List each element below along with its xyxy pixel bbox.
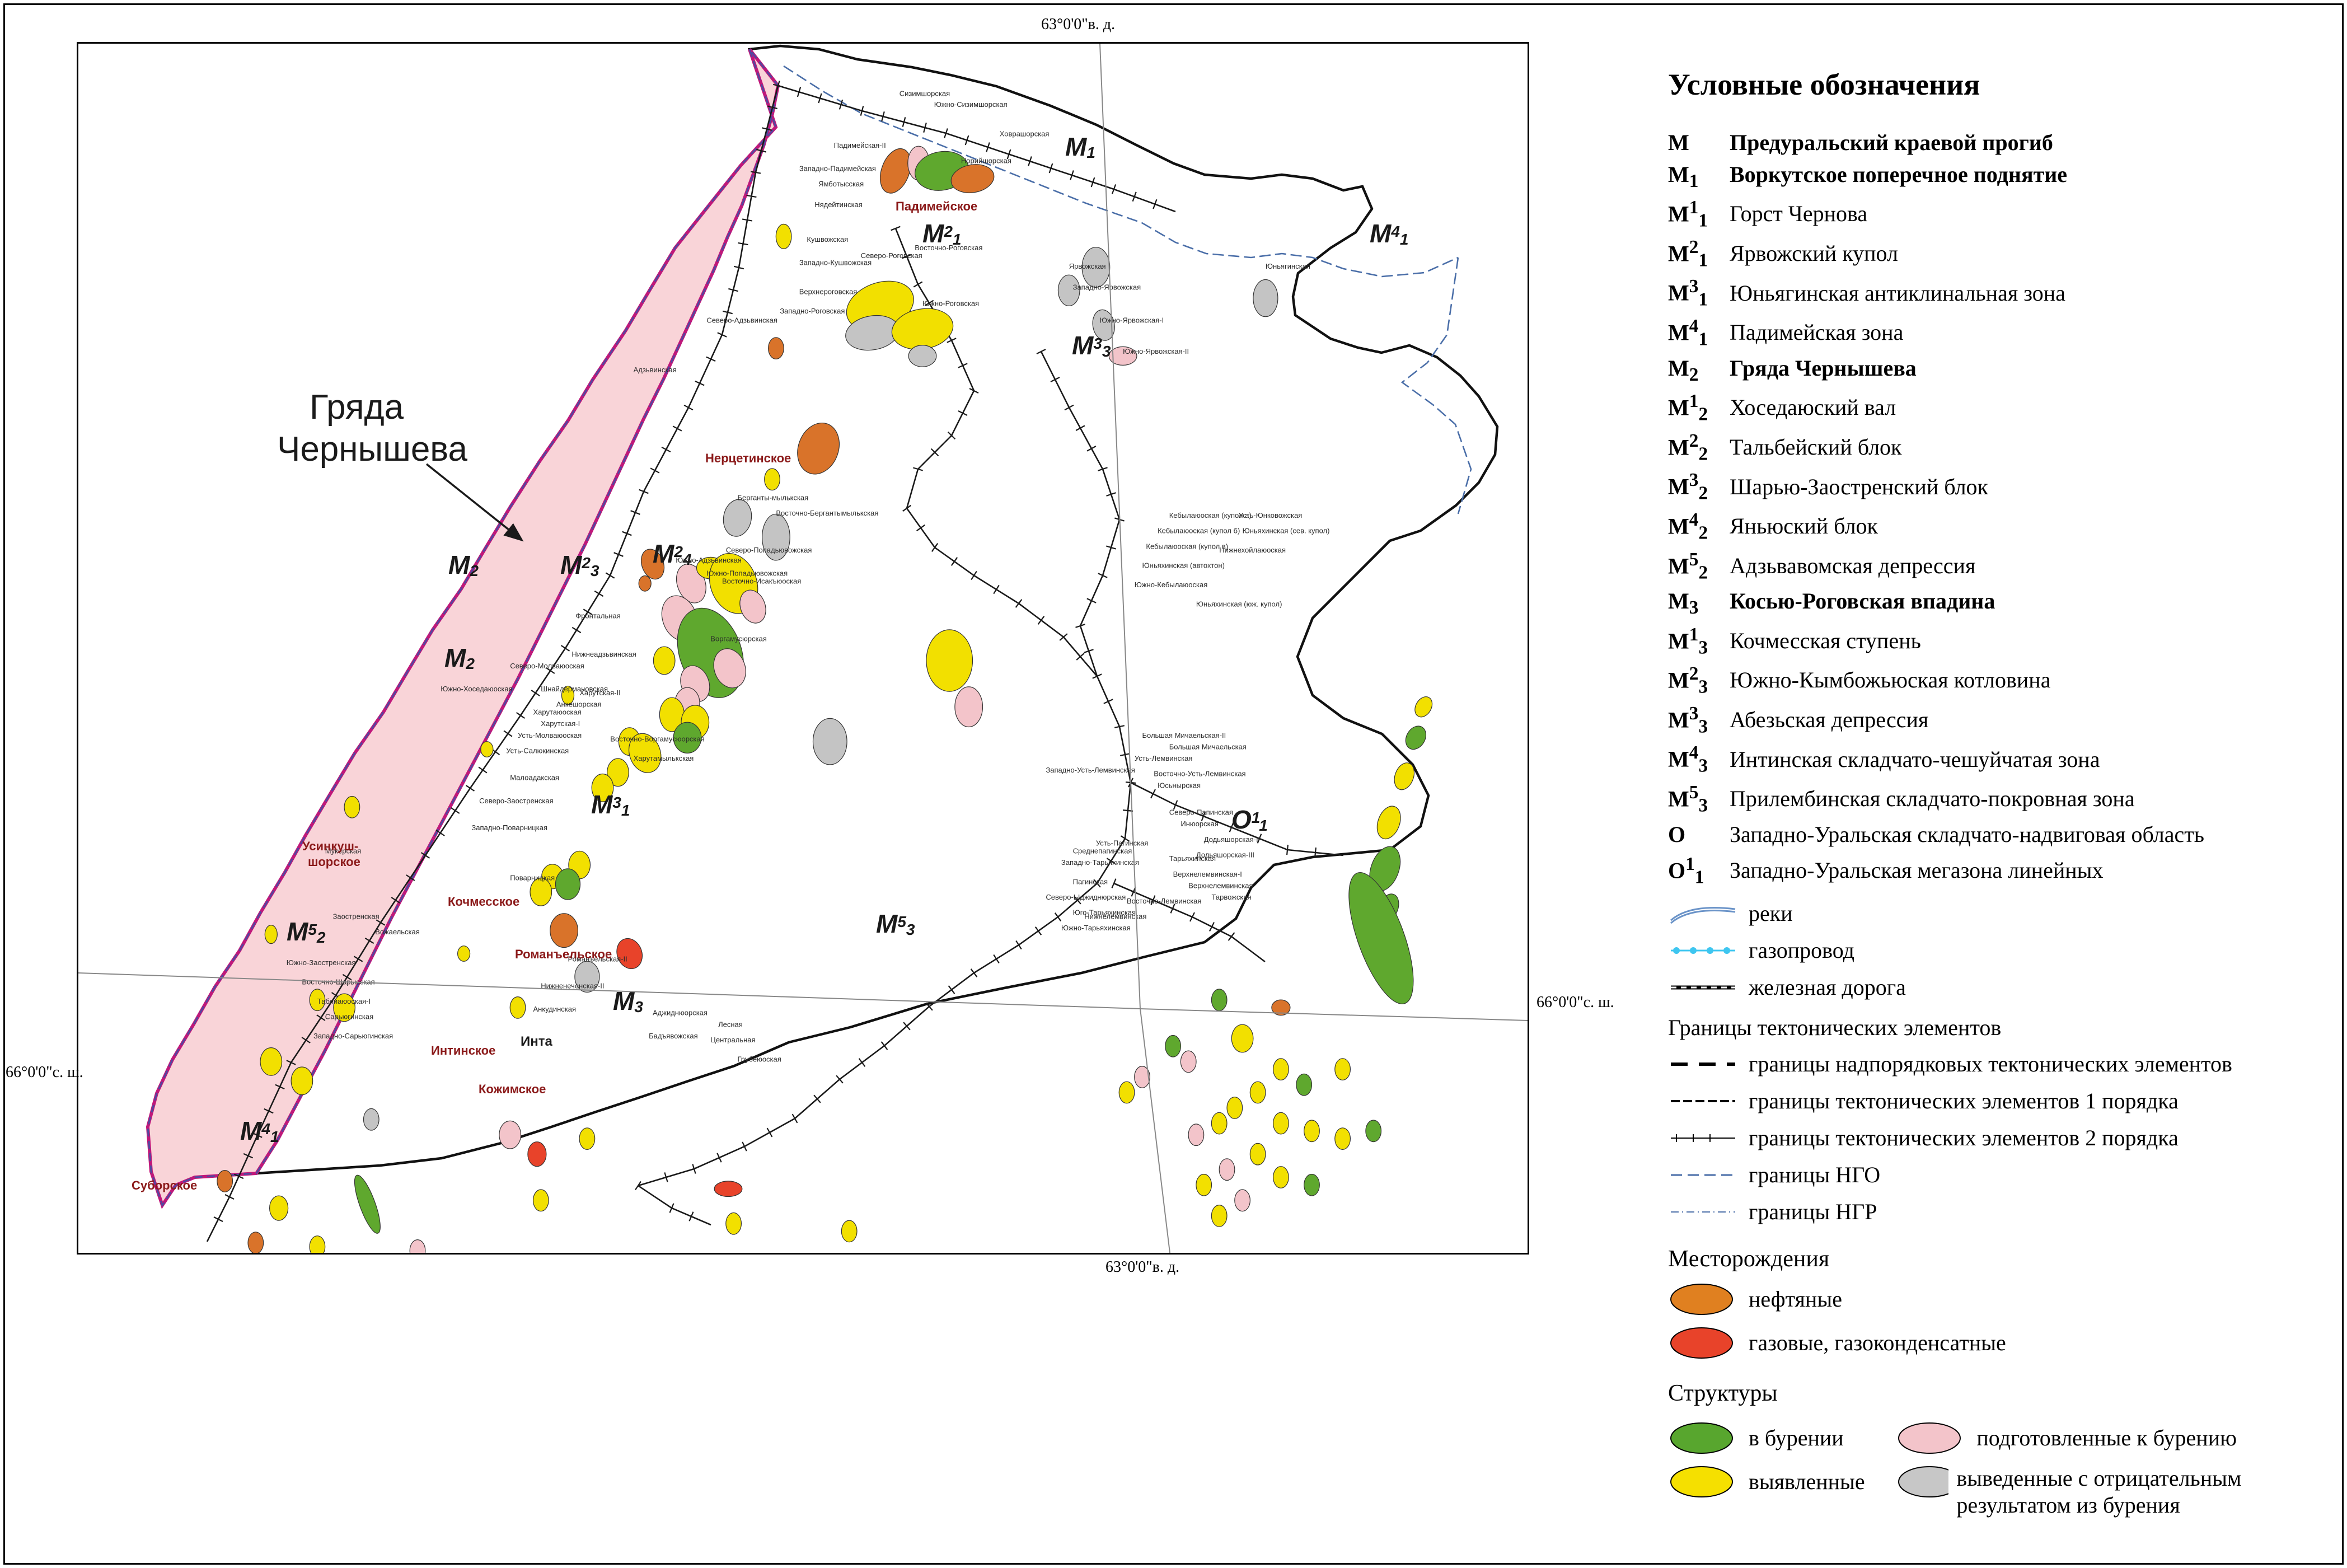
svg-text:Южно-Кебылаюоская: Южно-Кебылаюоская xyxy=(1135,581,1208,589)
svg-text:Берганты-мылькская: Берганты-мылькская xyxy=(738,494,809,502)
svg-text:Инюорская: Инюорская xyxy=(1180,820,1218,828)
svg-text:M2: M2 xyxy=(448,550,479,579)
svg-text:Интинское: Интинское xyxy=(431,1043,495,1057)
svg-text:Норийшорская: Норийшорская xyxy=(961,157,1011,165)
svg-text:Восточно-Роговская: Восточно-Роговская xyxy=(915,244,982,252)
svg-text:Анкудинская: Анкудинская xyxy=(533,1005,577,1013)
svg-text:Юньягинская: Юньягинская xyxy=(1266,262,1310,270)
svg-text:Центральная: Центральная xyxy=(710,1036,755,1044)
svg-text:Южно-Адзьвинская: Южно-Адзьвинская xyxy=(676,556,742,564)
svg-text:Верхнелемвинская: Верхнелемвинская xyxy=(1188,881,1253,890)
svg-text:Кебылаюоская (купол б): Кебылаюоская (купол б) xyxy=(1158,527,1240,535)
svg-text:Тарьяхинская: Тарьяхинская xyxy=(1169,854,1216,863)
svg-text:Северо-Молваюоская: Северо-Молваюоская xyxy=(510,662,584,670)
svg-text:Южно-Тарьяхинская: Южно-Тарьяхинская xyxy=(1061,924,1131,932)
svg-text:Усть-Салюкинская: Усть-Салюкинская xyxy=(506,746,569,755)
svg-text:Нядейтинская: Нядейтинская xyxy=(814,200,863,209)
svg-text:Сизимшорская: Сизимшорская xyxy=(900,90,950,98)
svg-text:Кожимское: Кожимское xyxy=(479,1082,546,1096)
svg-text:шорское: шорское xyxy=(308,855,360,869)
svg-text:Южно-Сизимшорская: Южно-Сизимшорская xyxy=(934,100,1008,109)
svg-text:Юсьнырская: Юсьнырская xyxy=(1158,781,1201,789)
svg-text:Заостренская: Заостренская xyxy=(333,912,380,921)
svg-text:Большая Мичаельская-II: Большая Мичаельская-II xyxy=(1142,731,1226,739)
svg-text:M41: M41 xyxy=(1370,219,1408,248)
svg-text:Тарвожская: Тарвожская xyxy=(1212,893,1252,901)
svg-text:Юньяхинская (сев. купол): Юньяхинская (сев. купол) xyxy=(1243,527,1330,535)
svg-text:Западно-Ярвожская: Западно-Ярвожская xyxy=(1073,283,1141,291)
svg-text:Восточно-Исакъюоская: Восточно-Исакъюоская xyxy=(722,577,801,585)
svg-text:Ховрашорская: Ховрашорская xyxy=(1000,129,1050,138)
svg-text:Харутская-I: Харутская-I xyxy=(541,719,580,728)
svg-text:Романъельское: Романъельское xyxy=(515,947,612,961)
svg-text:Аджиднюорская: Аджиднюорская xyxy=(653,1009,708,1017)
svg-text:Южно-Заостренская: Южно-Заостренская xyxy=(287,958,356,967)
svg-text:Усть-Лемвинская: Усть-Лемвинская xyxy=(1135,754,1193,762)
svg-text:Воргамусюрская: Воргамусюрская xyxy=(710,635,766,643)
svg-text:Западно-Сарьюгинская: Западно-Сарьюгинская xyxy=(313,1032,393,1040)
svg-text:Нерцетинское: Нерцетинское xyxy=(705,451,791,465)
svg-text:Северо-Роговская: Северо-Роговская xyxy=(861,251,922,260)
svg-text:Падимейская-II: Падимейская-II xyxy=(834,141,886,149)
svg-text:Вожаельская: Вожаельская xyxy=(375,928,420,936)
svg-text:Северо-Папинская: Северо-Папинская xyxy=(1169,808,1233,817)
svg-text:Усинкуш-: Усинкуш- xyxy=(302,839,358,853)
svg-text:Южно-Ярвожская-II: Южно-Ярвожская-II xyxy=(1123,347,1189,355)
svg-text:Восточно-Бергантымылькская: Восточно-Бергантымылькская xyxy=(776,509,878,517)
svg-text:Нижнеадзьвинская: Нижнеадзьвинская xyxy=(571,650,636,658)
svg-text:Западно-Падимейская: Западно-Падимейская xyxy=(799,164,876,172)
svg-text:Инта: Инта xyxy=(521,1034,553,1049)
svg-text:Юньяхинская (юж. купол): Юньяхинская (юж. купол) xyxy=(1196,600,1282,609)
svg-text:Падимейское: Падимейское xyxy=(896,199,977,213)
svg-text:Грубеюоская: Грубеюоская xyxy=(738,1055,781,1063)
svg-text:Поварницкая: Поварницкая xyxy=(510,874,555,882)
svg-text:Ярвожская: Ярвожская xyxy=(1069,262,1106,270)
svg-text:Гряда: Гряда xyxy=(310,388,404,427)
svg-text:Харутская-II: Харутская-II xyxy=(579,689,621,697)
svg-text:Усть-Пагинская: Усть-Пагинская xyxy=(1096,839,1148,848)
svg-text:Нижнехойлаюоская: Нижнехойлаюоская xyxy=(1219,546,1286,554)
svg-text:Нижнелемвинская: Нижнелемвинская xyxy=(1084,912,1146,921)
svg-text:Юньяхинская (автохтон): Юньяхинская (автохтон) xyxy=(1142,561,1225,570)
svg-text:Адзьвинская: Адзьвинская xyxy=(634,366,677,374)
svg-text:Кушвожская: Кушвожская xyxy=(807,235,848,244)
svg-text:Кочмесское: Кочмесское xyxy=(448,895,519,909)
svg-text:Суборское: Суборское xyxy=(132,1178,197,1192)
svg-text:Сарьюгинская: Сарьюгинская xyxy=(325,1013,373,1021)
svg-text:Западно-Поварницкая: Западно-Поварницкая xyxy=(471,823,547,832)
svg-text:Западно-Усть-Лемвинская: Западно-Усть-Лемвинская xyxy=(1046,766,1135,774)
svg-text:Пагинская: Пагинская xyxy=(1073,878,1108,886)
svg-text:Северо-Адзьвинская: Северо-Адзьвинская xyxy=(706,316,777,325)
svg-text:Малоадакская: Малоадакская xyxy=(510,774,559,782)
svg-text:Западно-Роговская: Западно-Роговская xyxy=(780,307,845,315)
svg-text:Северо-Заостренская: Северо-Заостренская xyxy=(479,797,554,805)
svg-text:Кебылаюоская (купол в): Кебылаюоская (купол в) xyxy=(1146,542,1228,550)
svg-text:Северо-Попадьювожская: Северо-Попадьювожская xyxy=(726,546,812,554)
svg-text:Усть-Молваюоская: Усть-Молваюоская xyxy=(518,731,582,739)
svg-text:Среднепагинская: Среднепагинская xyxy=(1073,846,1132,855)
svg-text:Ямботысская: Ямботысская xyxy=(818,180,864,188)
svg-text:Восточно-Лемвинская: Восточно-Лемвинская xyxy=(1127,897,1201,905)
svg-text:Додьяшорская-I: Додьяшорская-I xyxy=(1204,835,1258,844)
svg-text:Усть-Юнковожская: Усть-Юнковожская xyxy=(1239,511,1303,519)
svg-text:Восточно-Воргамусюорская: Восточно-Воргамусюорская xyxy=(610,735,704,743)
svg-text:Северо-Ыджиднюрская: Северо-Ыджиднюрская xyxy=(1046,893,1126,901)
svg-text:Южно-Попадьювожская: Южно-Попадьювожская xyxy=(706,569,788,578)
svg-text:Бадъявожская: Бадъявожская xyxy=(649,1032,698,1040)
svg-text:Восточно-Усть-Лемвинская: Восточно-Усть-Лемвинская xyxy=(1154,770,1245,778)
svg-text:Лесная: Лесная xyxy=(718,1020,743,1028)
svg-text:Харутаюоская: Харутаюоская xyxy=(533,708,582,717)
svg-text:Фронтальная: Фронтальная xyxy=(575,611,620,620)
svg-text:Западно-Тарьяхинская: Западно-Тарьяхинская xyxy=(1061,858,1139,867)
svg-text:Таблиаюоская-I: Таблиаюоская-I xyxy=(317,997,371,1005)
svg-text:Южно-Ярвожская-I: Южно-Ярвожская-I xyxy=(1100,316,1164,325)
svg-text:Верхнероговская: Верхнероговская xyxy=(799,288,858,296)
svg-text:Чернышева: Чернышева xyxy=(277,430,468,469)
svg-text:Харутамылькская: Харутамылькская xyxy=(634,754,694,762)
svg-text:Верхнелемвинская-I: Верхнелемвинская-I xyxy=(1173,870,1242,878)
svg-text:Южно-Хоседаюоская: Южно-Хоседаюоская xyxy=(441,685,512,693)
svg-text:Южно-Роговская: Южно-Роговская xyxy=(922,299,979,307)
svg-text:Анкешорская: Анкешорская xyxy=(556,700,602,709)
svg-text:Большая Мичаельская: Большая Мичаельская xyxy=(1169,743,1247,751)
